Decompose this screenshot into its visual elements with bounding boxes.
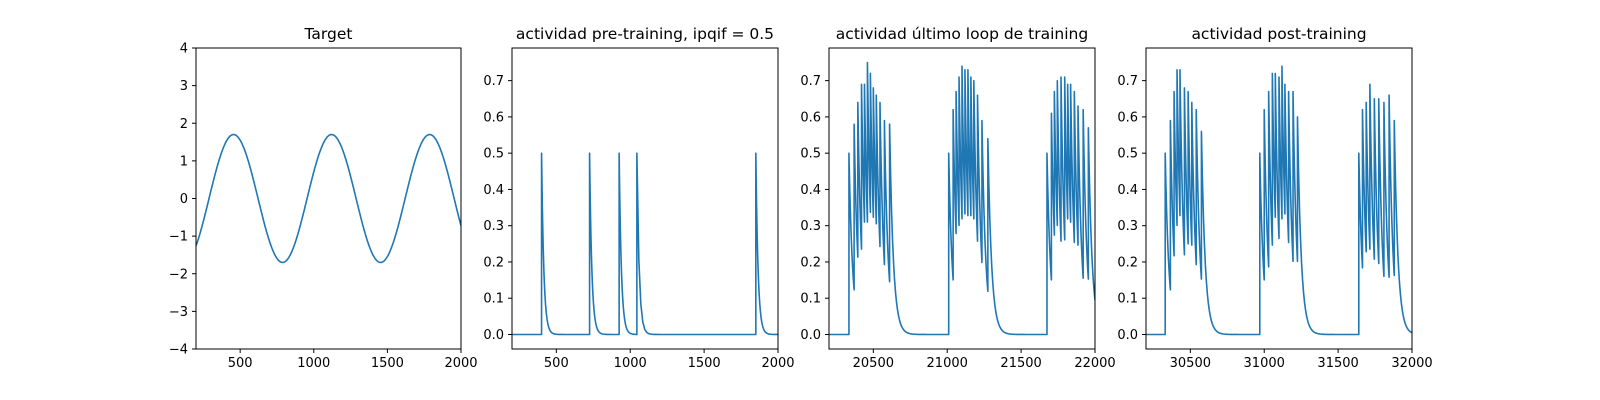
x-tick-label: 21500 bbox=[1000, 356, 1041, 371]
series-line bbox=[196, 133, 461, 264]
y-tick-label: 2 bbox=[180, 117, 188, 132]
axes-frame bbox=[828, 47, 1096, 350]
y-tick-label: 0.4 bbox=[800, 183, 821, 198]
y-tick-label: 1 bbox=[180, 154, 188, 169]
y-tick-label: 0.4 bbox=[483, 183, 504, 198]
series-line bbox=[512, 152, 778, 336]
y-tick-label: 0.3 bbox=[800, 219, 821, 234]
y-tick-label: 0.7 bbox=[1117, 74, 1138, 89]
plot-area: 20500 21000 21500 22000 0.0 0.1 0.2 0.3 0.4 0.5 0.… bbox=[800, 47, 1116, 371]
series-line bbox=[829, 61, 1095, 336]
x-tick-label: 2000 bbox=[444, 356, 477, 371]
y-tick-label: −1 bbox=[169, 230, 188, 245]
x-tick-label: 32000 bbox=[1391, 356, 1432, 371]
series-line bbox=[1146, 65, 1412, 336]
x-tick-label: 1500 bbox=[688, 356, 721, 371]
y-tick-label: 0.1 bbox=[483, 292, 504, 307]
panel-last-training-loop: actividad último loop de training 20500 2… bbox=[800, 25, 1115, 371]
x-tick-label: 20500 bbox=[853, 356, 894, 371]
y-tick-label: 0.3 bbox=[483, 219, 504, 234]
y-tick-label: 4 bbox=[180, 42, 188, 57]
y-tick-label: −4 bbox=[169, 343, 188, 358]
y-tick-label: 0.6 bbox=[800, 110, 821, 125]
panel-target: Target 500 1000 1500 2000 −4 −3 −2 −1 0 1 2 3 4 bbox=[169, 25, 478, 371]
x-tick-label: 1500 bbox=[371, 356, 404, 371]
panel-title: actividad último loop de training bbox=[836, 25, 1088, 43]
plot-area: 30500 31000 31500 32000 0.0 0.1 0.2 0.3 0.4 0.5 0.… bbox=[1117, 47, 1433, 371]
y-tick-label: 0.0 bbox=[483, 328, 504, 343]
y-tick-label: 0.4 bbox=[1117, 183, 1138, 198]
y-tick-label: 0.3 bbox=[1117, 219, 1138, 234]
x-tick-label: 22000 bbox=[1074, 356, 1115, 371]
y-tick-label: 0.1 bbox=[800, 292, 821, 307]
y-tick-label: 3 bbox=[180, 79, 188, 94]
panel-title: actividad post-training bbox=[1191, 25, 1366, 43]
x-tick-label: 21000 bbox=[927, 356, 968, 371]
plot-area: 500 1000 1500 2000 0.0 0.1 0.2 0.3 0.4 0.5 0.6 0.7 bbox=[483, 47, 795, 371]
y-tick-label: 0.5 bbox=[1117, 147, 1138, 162]
x-tick-label: 2000 bbox=[761, 356, 794, 371]
y-tick-label: 0.2 bbox=[1117, 255, 1138, 270]
panel-title: Target bbox=[304, 25, 353, 43]
y-tick-label: 0.7 bbox=[483, 74, 504, 89]
y-tick-label: −2 bbox=[169, 267, 188, 282]
y-tick-label: 0.0 bbox=[800, 328, 821, 343]
y-tick-label: 0.6 bbox=[483, 110, 504, 125]
y-tick-label: 0.6 bbox=[1117, 110, 1138, 125]
y-tick-label: 0.5 bbox=[800, 147, 821, 162]
panel-pre-training: actividad pre-training, ipqif = 0.5 500 1… bbox=[483, 25, 794, 371]
y-tick-label: 0.5 bbox=[483, 147, 504, 162]
x-tick-label: 1000 bbox=[297, 356, 330, 371]
x-tick-label: 31000 bbox=[1244, 356, 1285, 371]
y-tick-label: 0 bbox=[180, 192, 188, 207]
x-tick-label: 31500 bbox=[1317, 356, 1358, 371]
plot-area: 500 1000 1500 2000 −4 −3 −2 −1 0 1 2 3 4 bbox=[169, 42, 478, 372]
panel-post-training: actividad post-training 30500 31000 31500 3… bbox=[1117, 25, 1432, 371]
y-tick-label: 0.2 bbox=[483, 255, 504, 270]
y-tick-label: 0.0 bbox=[1117, 328, 1138, 343]
panel-title: actividad pre-training, ipqif = 0.5 bbox=[516, 25, 774, 43]
x-tick-label: 500 bbox=[228, 356, 253, 371]
axes-frame bbox=[511, 47, 779, 350]
y-tick-label: 0.7 bbox=[800, 74, 821, 89]
x-tick-label: 30500 bbox=[1170, 356, 1211, 371]
y-tick-label: 0.1 bbox=[1117, 292, 1138, 307]
axes-frame bbox=[1145, 47, 1413, 350]
x-tick-label: 500 bbox=[544, 356, 569, 371]
y-tick-label: 0.2 bbox=[800, 255, 821, 270]
y-tick-label: −3 bbox=[169, 305, 188, 320]
x-tick-label: 1000 bbox=[614, 356, 647, 371]
